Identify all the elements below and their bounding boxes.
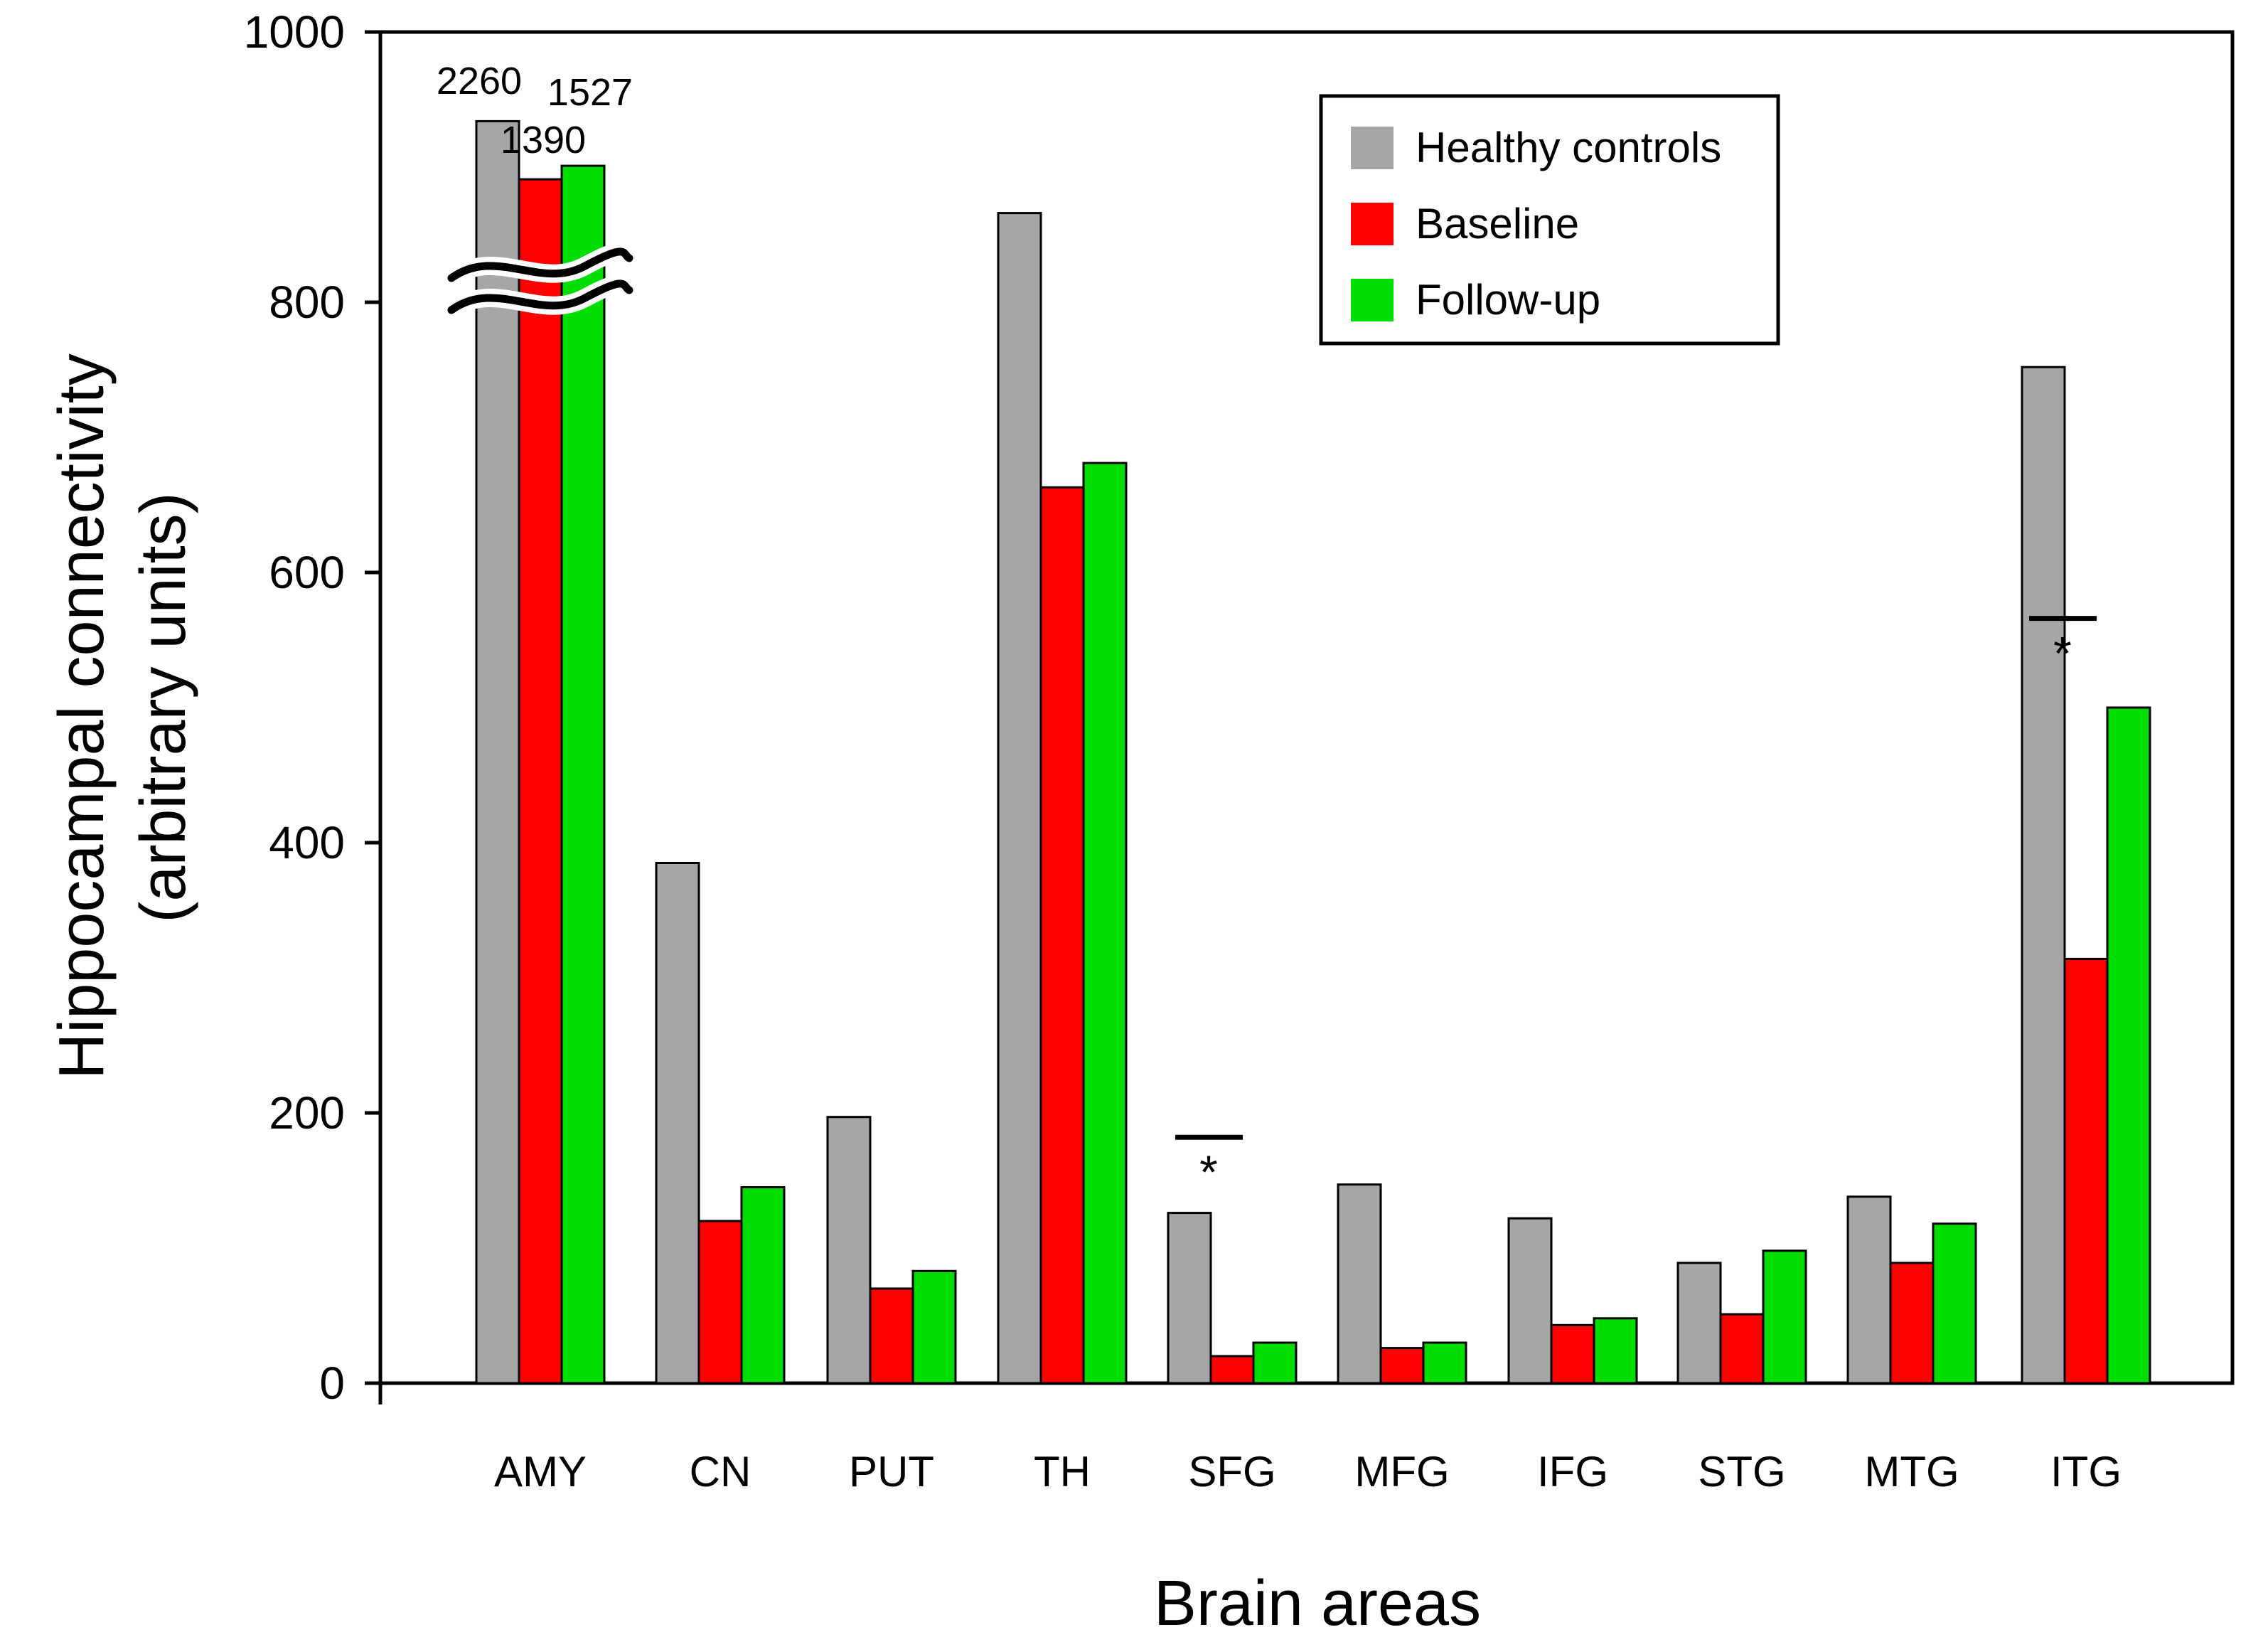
bar-sfg-baseline (1209, 1355, 1255, 1385)
bar-put-healthy-controls (826, 1116, 872, 1385)
x-axis: AMY CN PUT TH SFG MFG IFG STG MTG ITG (494, 1448, 2122, 1496)
bar-value-label: 1527 (547, 71, 633, 114)
legend: Healthy controls Baseline Follow-up (1319, 94, 1780, 346)
x-tick-label: AMY (494, 1448, 587, 1496)
y-tick-label: 0 (319, 1358, 345, 1409)
legend-label: Baseline (1416, 200, 1579, 247)
x-tick-label: IFG (1537, 1448, 1608, 1496)
y-tick-label: 1000 (244, 6, 345, 58)
bar-amy-baseline (518, 178, 563, 1385)
x-tick-label: MFG (1354, 1448, 1449, 1496)
y-tick-label: 600 (269, 547, 345, 598)
bar-mfg-follow-up (1422, 1341, 1467, 1385)
y-tick-label: 800 (269, 277, 345, 328)
y-axis-title: Hippocampal connectivity (arbitrary unit… (46, 336, 199, 1079)
legend-swatch (1351, 127, 1394, 169)
legend-swatch (1351, 279, 1394, 321)
bar-itg-healthy-controls (2021, 366, 2066, 1385)
bar-stg-baseline (1719, 1313, 1765, 1385)
bar-ifg-baseline (1550, 1323, 1595, 1385)
legend-label: Healthy controls (1416, 124, 1721, 171)
bar-ifg-follow-up (1593, 1317, 1638, 1385)
x-tick-label: SFG (1188, 1448, 1275, 1496)
bar-stg-follow-up (1762, 1249, 1807, 1385)
bar-itg-follow-up (2106, 706, 2151, 1385)
bar-mfg-healthy-controls (1337, 1183, 1382, 1385)
bar-put-follow-up (911, 1269, 957, 1385)
bar-sfg-follow-up (1252, 1341, 1298, 1385)
bar-value-label: 2260 (437, 60, 522, 102)
x-tick-label: STG (1698, 1448, 1785, 1496)
y-axis-title-line2: (arbitrary units) (128, 492, 199, 922)
x-tick-label: PUT (849, 1448, 934, 1496)
bar-value-label: 1390 (501, 119, 586, 161)
bar-ifg-healthy-controls (1507, 1217, 1553, 1385)
bar-th-baseline (1039, 486, 1085, 1385)
x-tick-label: TH (1034, 1448, 1091, 1496)
annotations-group: 2260 1527 1390 * * (437, 60, 2097, 1198)
legend-swatch (1351, 203, 1394, 245)
x-tick-label: CN (690, 1448, 751, 1496)
y-axis-title-line1: Hippocampal connectivity (46, 353, 117, 1079)
x-axis-title: Brain areas (1154, 1568, 1481, 1639)
bar-amy-healthy-controls (475, 119, 520, 1385)
bar-cn-healthy-controls (655, 862, 700, 1385)
bar-itg-baseline (2063, 957, 2109, 1385)
bar-th-follow-up (1082, 462, 1128, 1385)
x-tick-label: MTG (1864, 1448, 1959, 1496)
y-axis: 0 200 400 600 800 1000 (244, 6, 383, 1409)
bar-th-healthy-controls (997, 212, 1042, 1385)
y-tick-label: 400 (269, 817, 345, 868)
plot-border (378, 30, 2235, 1385)
bars-group (475, 119, 2151, 1385)
significance-star: * (1199, 1146, 1218, 1198)
x-tick-label: ITG (2050, 1448, 2122, 1496)
legend-label: Follow-up (1416, 276, 1600, 324)
axis-break-mark (447, 279, 633, 314)
bar-amy-follow-up (560, 164, 606, 1385)
bar-cn-baseline (697, 1220, 743, 1385)
axis-break-mark (447, 247, 633, 282)
bar-sfg-healthy-controls (1167, 1212, 1212, 1385)
bar-mtg-healthy-controls (1846, 1195, 1892, 1385)
legend-box (1319, 94, 1780, 346)
plot-frame (378, 30, 2235, 1385)
bar-put-baseline (869, 1287, 914, 1385)
bar-cn-follow-up (740, 1186, 786, 1385)
significance-star: * (2053, 627, 2072, 680)
y-tick-label: 200 (269, 1087, 345, 1139)
bar-mfg-baseline (1379, 1347, 1425, 1385)
bar-mtg-baseline (1889, 1262, 1935, 1385)
bar-mtg-follow-up (1932, 1222, 1977, 1385)
bar-stg-healthy-controls (1676, 1262, 1722, 1385)
